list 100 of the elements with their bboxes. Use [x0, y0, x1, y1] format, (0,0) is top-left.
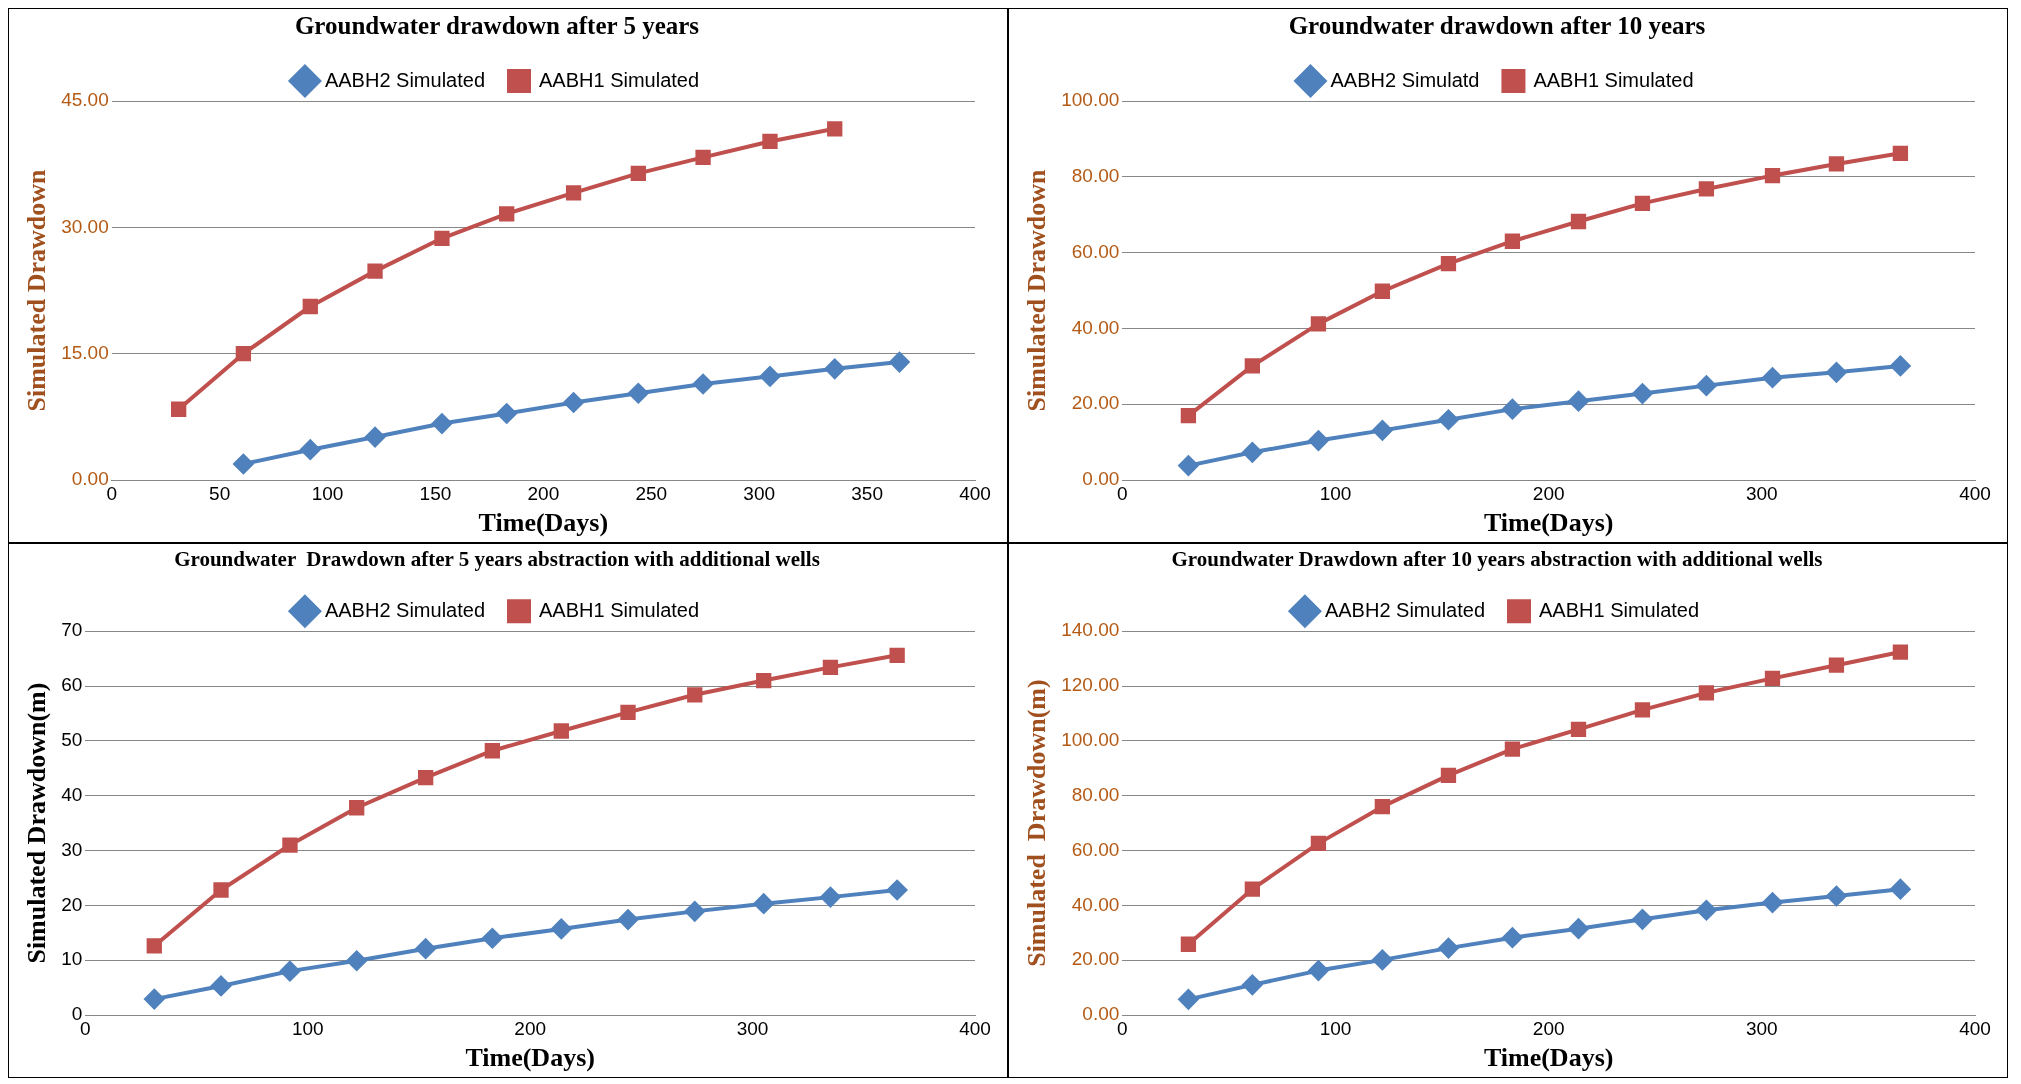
point — [1438, 409, 1459, 430]
point — [1438, 938, 1459, 959]
point — [551, 918, 572, 939]
point — [1892, 644, 1909, 660]
point — [618, 909, 639, 930]
legend-label: AABH1 Simulated — [539, 598, 700, 621]
point — [628, 383, 649, 404]
point — [367, 263, 383, 279]
point — [620, 704, 636, 720]
point — [365, 427, 386, 448]
x-tick-label: 400 — [1959, 482, 1991, 504]
y-axis-title: Simulated Drawdown — [1022, 168, 1052, 412]
point — [824, 358, 845, 379]
x-tick-label: 200 — [1532, 482, 1565, 504]
x-tick-label: 100 — [311, 482, 344, 504]
point — [1310, 316, 1327, 332]
x-tick-label: 100 — [1319, 1017, 1352, 1039]
y-tick-label: 30.00 — [61, 215, 109, 237]
point — [146, 938, 162, 954]
point — [887, 879, 908, 900]
legend-label: AABH1 Simulated — [1539, 598, 1700, 621]
point — [499, 206, 515, 222]
point — [1178, 455, 1199, 476]
point — [1180, 936, 1197, 952]
point — [349, 800, 365, 816]
point — [695, 149, 711, 166]
y-tick-label: 15.00 — [61, 341, 109, 363]
point — [1634, 195, 1651, 211]
point — [1890, 879, 1911, 900]
y-tick-label: 20.00 — [1071, 948, 1120, 970]
point — [1502, 399, 1523, 420]
x-tick-label: 300 — [1745, 482, 1778, 504]
point — [1570, 213, 1587, 230]
point — [1762, 892, 1783, 913]
x-axis-title: Time(Days) — [478, 508, 609, 538]
x-axis-title: Time(Days) — [1483, 1043, 1614, 1073]
point — [1242, 442, 1263, 463]
point — [1828, 156, 1845, 172]
point — [565, 185, 582, 201]
x-tick-label: 300 — [743, 482, 776, 504]
y-tick-label: 20 — [61, 893, 83, 915]
point — [1310, 835, 1327, 852]
y-tick-label: 80.00 — [1071, 783, 1120, 805]
point — [563, 392, 584, 413]
point — [820, 887, 841, 908]
x-tick-label: 400 — [959, 1017, 991, 1039]
x-tick-label: 300 — [736, 1017, 769, 1039]
point — [415, 938, 436, 959]
point — [759, 366, 780, 387]
point — [693, 373, 714, 394]
point — [300, 439, 321, 460]
point — [822, 659, 839, 676]
x-tick-label: 50 — [209, 482, 231, 504]
y-tick-label: 140.00 — [1061, 619, 1120, 641]
point — [1632, 909, 1653, 930]
y-tick-label: 10 — [61, 948, 83, 970]
y-tick-label: 100.00 — [1061, 89, 1120, 111]
point — [687, 687, 703, 703]
y-tick-label: 20.00 — [1071, 392, 1120, 414]
point — [1632, 383, 1653, 404]
x-axis-title: Time(Days) — [1483, 508, 1614, 538]
point — [1244, 881, 1261, 897]
x-tick-label: 400 — [959, 482, 991, 504]
point — [1570, 721, 1587, 737]
point — [235, 346, 252, 362]
point — [302, 298, 318, 315]
point — [1178, 989, 1199, 1010]
y-tick-label: 70 — [61, 619, 83, 641]
point — [482, 928, 503, 949]
y-tick-label: 40.00 — [1071, 893, 1120, 915]
y-tick-label: 80.00 — [1071, 165, 1120, 187]
point — [1828, 657, 1845, 673]
point — [346, 950, 367, 971]
point — [1244, 358, 1261, 374]
point — [496, 403, 517, 424]
point — [1180, 407, 1197, 424]
point — [630, 165, 646, 182]
point — [889, 352, 910, 373]
x-tick-label: 250 — [635, 482, 668, 504]
chart-title: Groundwater drawdown after 5 years — [294, 12, 700, 40]
y-tick-label: 120.00 — [1061, 674, 1120, 696]
point — [889, 647, 905, 663]
point — [1568, 391, 1589, 412]
point — [1826, 362, 1847, 383]
chart-title: Groundwater drawdown after 10 years — [1288, 12, 1706, 40]
point — [431, 413, 452, 434]
point — [1698, 181, 1715, 197]
point — [1764, 168, 1781, 184]
x-tick-label: 150 — [419, 482, 452, 504]
point — [1762, 367, 1783, 388]
point — [279, 961, 300, 982]
point — [282, 837, 298, 853]
x-tick-label: 200 — [527, 482, 560, 504]
point — [417, 769, 434, 786]
point — [1504, 741, 1521, 757]
point — [144, 989, 165, 1010]
point — [1568, 918, 1589, 939]
y-tick-label: 60.00 — [1071, 838, 1120, 860]
point — [1890, 355, 1911, 376]
y-axis-title: Simulated Drawdown(m) — [1022, 679, 1052, 967]
